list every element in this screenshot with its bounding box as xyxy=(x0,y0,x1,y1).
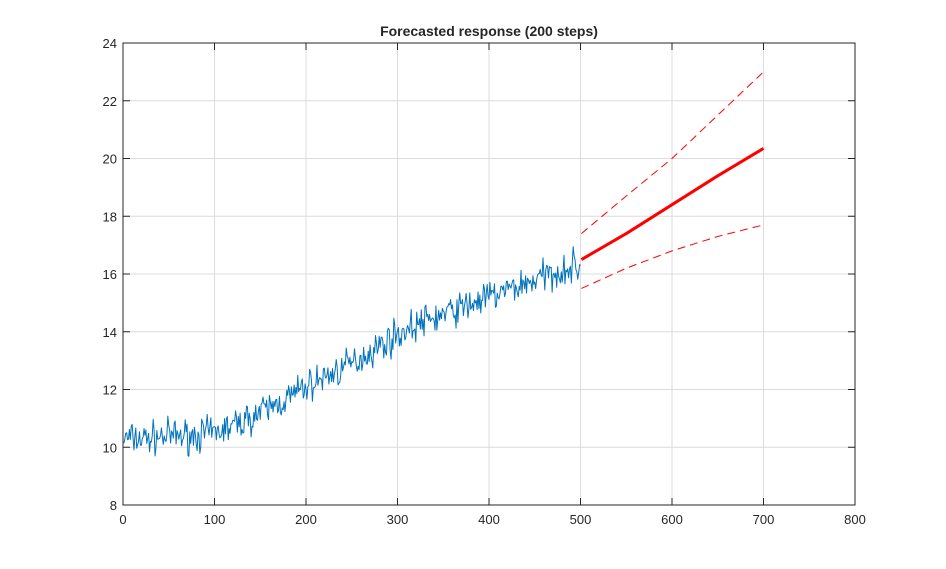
chart-title: Forecasted response (200 steps) xyxy=(380,23,598,39)
x-tick-label: 100 xyxy=(204,512,226,527)
y-tick-label: 8 xyxy=(110,498,117,513)
y-tick-label: 18 xyxy=(103,209,117,224)
series-layer xyxy=(123,71,765,457)
x-tick-label: 600 xyxy=(661,512,683,527)
x-tick-label: 800 xyxy=(844,512,866,527)
x-tick-label: 200 xyxy=(295,512,317,527)
y-tick-label: 22 xyxy=(103,94,117,109)
tick-layer xyxy=(122,42,856,506)
y-tick-label: 16 xyxy=(103,267,117,282)
y-tick-label: 20 xyxy=(103,152,117,167)
y-tick-label: 10 xyxy=(103,440,117,455)
x-tick-label: 700 xyxy=(753,512,775,527)
y-tick-label: 24 xyxy=(103,36,117,51)
upper-bound-line xyxy=(581,71,764,234)
x-tick-label: 0 xyxy=(119,512,126,527)
y-tick-label: 14 xyxy=(103,325,117,340)
lower-bound-line xyxy=(581,224,764,289)
x-tick-label: 300 xyxy=(387,512,409,527)
tick-label-layer: 0 100 200 300 400 500 600 700 800 8 10 12 14 16 18 20 22… xyxy=(103,36,866,527)
forecast-series-line xyxy=(580,147,765,261)
grid-layer xyxy=(122,42,856,506)
x-tick-label: 500 xyxy=(570,512,592,527)
x-tick-label: 400 xyxy=(478,512,500,527)
observed-series-line xyxy=(123,246,581,457)
y-tick-label: 12 xyxy=(103,383,117,398)
